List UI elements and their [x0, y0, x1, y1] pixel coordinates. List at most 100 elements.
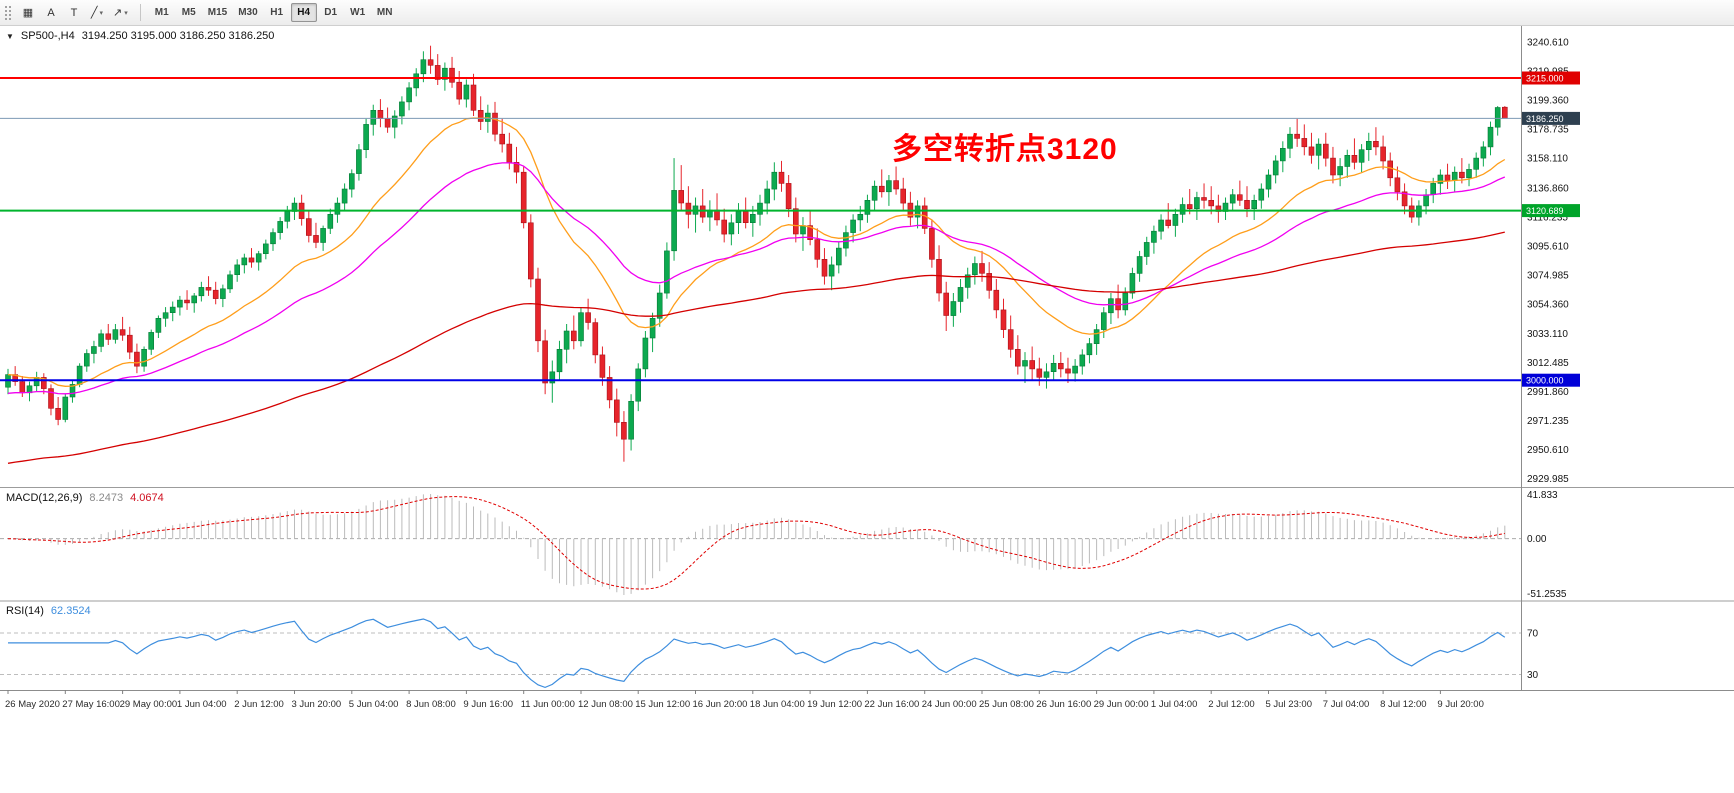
time-axis-label: 29 Jun 00:00	[1094, 699, 1149, 710]
timeframe-button-d1[interactable]: D1	[318, 3, 344, 22]
price-tag-label: 3000.000	[1526, 376, 1564, 386]
price-axis-label: 2991.860	[1527, 387, 1569, 398]
macd-indicator-title: MACD(12,26,9) 8.2473 4.0674	[6, 492, 164, 504]
chart-ohlc-title: ▼ SP500-,H4 3194.250 3195.000 3186.250 3…	[6, 30, 274, 42]
time-axis-label: 2 Jul 12:00	[1208, 699, 1254, 710]
svg-text:30: 30	[1527, 670, 1539, 681]
time-axis-label: 26 May 2020	[5, 699, 60, 710]
price-axis-label: 3012.485	[1527, 358, 1569, 369]
toolbar-separator	[139, 4, 141, 21]
price-tag-label: 3120.689	[1526, 206, 1564, 216]
price-axis-label: 3095.610	[1527, 241, 1569, 252]
text-label-tool-button[interactable]: T	[63, 3, 85, 23]
time-axis-label: 8 Jul 12:00	[1380, 699, 1426, 710]
price-axis-label: 3074.985	[1527, 270, 1569, 281]
slow-ma-line	[7, 231, 1505, 464]
rsi-indicator-title: RSI(14) 62.3524	[6, 605, 91, 617]
price-axis-label: 3158.110	[1527, 154, 1568, 165]
time-axis-label: 9 Jul 20:00	[1437, 699, 1483, 710]
time-axis-label: 16 Jun 20:00	[693, 699, 748, 710]
time-axis-label: 5 Jul 23:00	[1266, 699, 1312, 710]
time-axis-label: 18 Jun 04:00	[750, 699, 805, 710]
dropdown-caret-icon: ▾	[124, 9, 128, 17]
macd-main-value: 8.2473	[89, 492, 124, 504]
price-axis-label: 3136.860	[1527, 183, 1569, 194]
time-axis-label: 24 Jun 00:00	[922, 699, 977, 710]
time-axis-label: 8 Jun 08:00	[406, 699, 456, 710]
macd-signal-value: 4.0674	[130, 492, 164, 504]
timeframe-button-m15[interactable]: M15	[203, 3, 232, 22]
price-tag-3215.000	[1522, 71, 1580, 85]
price-tag-3186.250	[1522, 111, 1580, 125]
price-axis-label: 3054.360	[1527, 299, 1569, 310]
price-tag-label: 3215.000	[1526, 74, 1564, 84]
rsi-value: 62.3524	[50, 605, 91, 617]
time-axis-label: 5 Jun 04:00	[349, 699, 399, 710]
chart-grid-tool-button[interactable]: ▦	[17, 3, 39, 23]
price-axis-label: 3178.735	[1527, 125, 1569, 136]
dropdown-caret-icon: ▾	[99, 9, 104, 17]
timeframe-button-m30[interactable]: M30	[233, 3, 262, 22]
time-axis-label: 3 Jun 20:00	[292, 699, 342, 710]
time-axis-label: 19 Jun 12:00	[807, 699, 862, 710]
chart-symbol-period: SP500-,H4	[20, 30, 75, 42]
rsi-pane	[0, 618, 1521, 689]
time-axis-label: 22 Jun 16:00	[864, 699, 919, 710]
svg-text:41.833: 41.833	[1527, 490, 1558, 501]
time-scale[interactable]: 26 May 2020 27 May 16:00 29 May 00:00 1 Jun…	[5, 690, 1484, 710]
time-axis-label: 25 Jun 08:00	[979, 699, 1034, 710]
chart-window: 3240.6103219.9853199.3603178.7353158.110…	[0, 26, 1734, 793]
chart-collapse-icon[interactable]: ▼	[6, 32, 14, 41]
mid-ma-line	[7, 162, 1506, 395]
timeframe-button-h4[interactable]: H4	[290, 3, 317, 22]
text-annotation-tool-button[interactable]: A	[40, 3, 62, 23]
timeframe-button-mn[interactable]: MN	[372, 3, 398, 22]
timeframe-button-w1[interactable]: W1	[345, 3, 371, 22]
price-tag-3120.689	[1522, 204, 1580, 218]
timeframe-buttons-group: M1 M5 M15 M30 H1 H4 D1 W1 MN	[149, 3, 398, 22]
price-tag-label: 3186.250	[1526, 114, 1564, 124]
time-axis-label: 1 Jun 04:00	[177, 699, 227, 710]
macd-histogram	[14, 494, 1506, 595]
candlestick-series	[5, 45, 1508, 462]
chart-text-annotation[interactable]: 多空转折点3120	[892, 133, 1118, 166]
price-axis-label: 2929.985	[1527, 474, 1569, 485]
rsi-line	[8, 618, 1506, 689]
chart-canvas[interactable]: 3240.6103219.9853199.3603178.7353158.110…	[0, 26, 1734, 793]
time-axis-label: 11 Jun 00:00	[521, 699, 575, 710]
rsi-label: RSI(14)	[6, 605, 44, 617]
svg-text:70: 70	[1527, 629, 1539, 640]
price-tag-3000.000	[1522, 373, 1580, 387]
drawing-tools-group: ▦ A T ╱ ▾ ↗ ▾	[17, 3, 132, 23]
svg-text:-51.2535: -51.2535	[1527, 589, 1567, 600]
toolbar-drag-handle[interactable]	[4, 4, 11, 21]
price-axis-label: 2950.610	[1527, 445, 1569, 456]
chart-ohlc-values: 3194.250 3195.000 3186.250 3186.250	[81, 30, 275, 42]
macd-label: MACD(12,26,9)	[6, 492, 83, 504]
arrow-objects-tool-button[interactable]: ↗ ▾	[109, 3, 132, 23]
time-axis-label: 12 Jun 08:00	[578, 699, 633, 710]
price-axis-label: 3033.110	[1527, 329, 1568, 340]
svg-text:0.00: 0.00	[1527, 534, 1547, 545]
price-axis-label: 2971.235	[1527, 416, 1569, 427]
time-axis-label: 26 Jun 16:00	[1036, 699, 1091, 710]
toolbar: ▦ A T ╱ ▾ ↗ ▾ M1 M5 M15 M30 H1 H4 D1 W1 MN	[0, 0, 1734, 26]
time-axis-label: 7 Jul 04:00	[1323, 699, 1369, 710]
fast-ma-line	[7, 117, 1506, 387]
indicator-scale-labels: 41.833 0.00 -51.2535 70 30	[1527, 490, 1567, 681]
time-axis-label: 1 Jul 04:00	[1151, 699, 1197, 710]
time-axis-label: 2 Jun 12:00	[234, 699, 284, 710]
price-scale[interactable]: 3240.6103219.9853199.3603178.7353158.110…	[1522, 38, 1580, 486]
timeframe-button-m1[interactable]: M1	[149, 3, 175, 22]
price-axis-label: 3240.610	[1527, 38, 1569, 49]
price-axis-label: 3116.235	[1527, 212, 1568, 223]
macd-signal-line	[7, 496, 1505, 590]
time-axis-label: 9 Jun 16:00	[463, 699, 513, 710]
line-studies-tool-button[interactable]: ╱ ▾	[86, 3, 108, 23]
time-axis-label: 29 May 00:00	[120, 699, 178, 710]
macd-pane	[0, 494, 1521, 595]
timeframe-button-h1[interactable]: H1	[264, 3, 290, 22]
timeframe-button-m5[interactable]: M5	[176, 3, 202, 22]
pane-borders	[0, 26, 1734, 691]
time-axis-label: 15 Jun 12:00	[635, 699, 690, 710]
